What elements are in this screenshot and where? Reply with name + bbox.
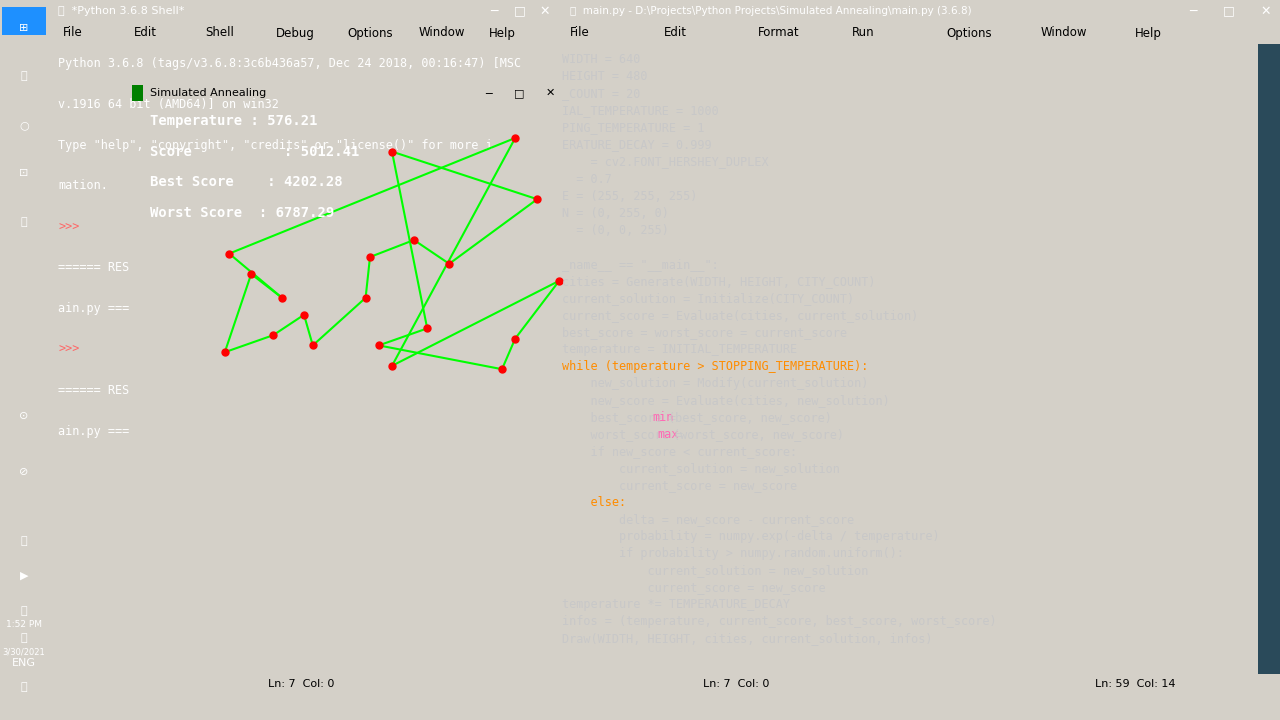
Text: IAL_TEMPERATURE = 1000: IAL_TEMPERATURE = 1000 bbox=[562, 104, 719, 117]
Text: while (temperature > STOPPING_TEMPERATURE):: while (temperature > STOPPING_TEMPERATUR… bbox=[562, 359, 869, 373]
Text: v.1916 64 bit (AMD64)] on win32: v.1916 64 bit (AMD64)] on win32 bbox=[58, 97, 279, 111]
Text: Help: Help bbox=[1135, 27, 1162, 40]
Text: = cv2.FONT_HERSHEY_DUPLEX: = cv2.FONT_HERSHEY_DUPLEX bbox=[562, 156, 769, 168]
Text: >>>: >>> bbox=[58, 220, 79, 233]
Text: Edit: Edit bbox=[664, 27, 687, 40]
Text: □: □ bbox=[513, 4, 525, 17]
Text: temperature = INITIAL_TEMPERATURE: temperature = INITIAL_TEMPERATURE bbox=[562, 343, 797, 356]
Text: min: min bbox=[653, 410, 673, 423]
Text: ⊡: ⊡ bbox=[19, 168, 28, 179]
Text: ⊙: ⊙ bbox=[19, 411, 28, 421]
Text: 3/30/2021: 3/30/2021 bbox=[3, 648, 45, 657]
Text: ⊞: ⊞ bbox=[19, 23, 28, 32]
Text: current_solution = Initialize(CITY_COUNT): current_solution = Initialize(CITY_COUNT… bbox=[562, 292, 854, 305]
Bar bbox=[132, 85, 143, 101]
Text: PING_TEMPERATURE = 1: PING_TEMPERATURE = 1 bbox=[562, 122, 705, 135]
Text: Run: Run bbox=[852, 27, 874, 40]
Text: = 0.7: = 0.7 bbox=[562, 173, 612, 186]
Text: if new_score < current_score:: if new_score < current_score: bbox=[562, 445, 797, 458]
Text: probability = numpy.exp(-delta / temperature): probability = numpy.exp(-delta / tempera… bbox=[562, 530, 940, 543]
Text: 🐍  main.py - D:\Projects\Python Projects\Simulated Annealing\main.py (3.6.8): 🐍 main.py - D:\Projects\Python Projects\… bbox=[570, 6, 972, 16]
Text: current_solution = new_solution: current_solution = new_solution bbox=[562, 462, 840, 474]
Text: ○: ○ bbox=[19, 120, 29, 130]
Text: (best_score, new_score): (best_score, new_score) bbox=[668, 410, 832, 423]
Text: cities = Generate(WIDTH, HEIGHT, CITY_COUNT): cities = Generate(WIDTH, HEIGHT, CITY_CO… bbox=[562, 274, 876, 287]
Text: ====== RES: ====== RES bbox=[58, 384, 129, 397]
Text: current_score = Evaluate(cities, current_solution): current_score = Evaluate(cities, current… bbox=[562, 309, 919, 322]
Text: ✕: ✕ bbox=[1261, 4, 1271, 17]
Text: (worst_score, new_score): (worst_score, new_score) bbox=[673, 428, 845, 441]
Text: Window: Window bbox=[1041, 27, 1087, 40]
Text: ─: ─ bbox=[485, 88, 493, 98]
Text: Python 3.6.8 (tags/v3.6.8:3c6b436a57, Dec 24 2018, 00:16:47) [MSC: Python 3.6.8 (tags/v3.6.8:3c6b436a57, De… bbox=[58, 57, 521, 70]
Text: delta = new_score - current_score: delta = new_score - current_score bbox=[562, 513, 854, 526]
Text: current_score = new_score: current_score = new_score bbox=[562, 581, 826, 594]
Text: new_solution = Modify(current_solution): new_solution = Modify(current_solution) bbox=[562, 377, 869, 390]
Text: 🔍: 🔍 bbox=[20, 71, 27, 81]
Text: Debug: Debug bbox=[276, 27, 315, 40]
Text: Help: Help bbox=[489, 27, 516, 40]
Text: if probability > numpy.random.uniform():: if probability > numpy.random.uniform(): bbox=[562, 546, 904, 559]
Text: ENG: ENG bbox=[12, 658, 36, 667]
Text: 🔊: 🔊 bbox=[20, 606, 27, 616]
Text: 🐍  *Python 3.6.8 Shell*: 🐍 *Python 3.6.8 Shell* bbox=[58, 6, 184, 16]
Text: >>>: >>> bbox=[58, 343, 79, 356]
Text: Draw(WIDTH, HEIGHT, cities, current_solution, infos): Draw(WIDTH, HEIGHT, cities, current_solu… bbox=[562, 631, 933, 645]
Text: Temperature : 576.21: Temperature : 576.21 bbox=[150, 114, 317, 128]
Text: best_score =: best_score = bbox=[562, 410, 684, 423]
Text: ERATURE_DECAY = 0.999: ERATURE_DECAY = 0.999 bbox=[562, 138, 712, 151]
Text: 🖥: 🖥 bbox=[20, 682, 27, 692]
Text: Worst Score  : 6787.29: Worst Score : 6787.29 bbox=[150, 206, 334, 220]
Text: □: □ bbox=[1224, 4, 1235, 17]
Text: else:: else: bbox=[562, 495, 626, 509]
Bar bbox=[3, 7, 46, 35]
Text: worst_score =: worst_score = bbox=[562, 428, 690, 441]
Text: E = (255, 255, 255): E = (255, 255, 255) bbox=[562, 189, 698, 202]
Bar bbox=[1258, 44, 1280, 674]
Text: Type "help", "copyright", "credits" or "license()" for more i: Type "help", "copyright", "credits" or "… bbox=[58, 138, 493, 151]
Text: 1:52 PM: 1:52 PM bbox=[6, 620, 42, 629]
Text: Ln: 7  Col: 0: Ln: 7 Col: 0 bbox=[703, 679, 769, 689]
Text: Format: Format bbox=[758, 27, 800, 40]
Text: Simulated Annealing: Simulated Annealing bbox=[150, 88, 266, 98]
Text: ▶: ▶ bbox=[19, 571, 28, 581]
Text: □: □ bbox=[515, 88, 525, 98]
Text: Shell: Shell bbox=[205, 27, 234, 40]
Text: Ln: 59  Col: 14: Ln: 59 Col: 14 bbox=[1094, 679, 1175, 689]
Text: Edit: Edit bbox=[134, 27, 157, 40]
Text: ====== RES: ====== RES bbox=[58, 261, 129, 274]
Text: _name__ == "__main__":: _name__ == "__main__": bbox=[562, 258, 719, 271]
Text: infos = (temperature, current_score, best_score, worst_score): infos = (temperature, current_score, bes… bbox=[562, 615, 997, 628]
Text: current_score = new_score: current_score = new_score bbox=[562, 479, 797, 492]
Text: File: File bbox=[63, 27, 83, 40]
Text: Options: Options bbox=[347, 27, 393, 40]
Text: WIDTH = 640: WIDTH = 640 bbox=[562, 53, 640, 66]
Text: _COUNT = 20: _COUNT = 20 bbox=[562, 87, 640, 101]
Text: max: max bbox=[658, 428, 678, 441]
Text: ✕: ✕ bbox=[540, 4, 550, 17]
Text: ✕: ✕ bbox=[545, 88, 556, 98]
Text: Options: Options bbox=[946, 27, 992, 40]
Text: Best Score    : 4202.28: Best Score : 4202.28 bbox=[150, 176, 343, 189]
Text: ain.py ===: ain.py === bbox=[58, 302, 129, 315]
Text: HEIGHT = 480: HEIGHT = 480 bbox=[562, 71, 648, 84]
Text: Score           : 5012.41: Score : 5012.41 bbox=[150, 145, 360, 159]
Text: ain.py ===: ain.py === bbox=[58, 425, 129, 438]
Text: 👤: 👤 bbox=[20, 536, 27, 546]
Text: Window: Window bbox=[419, 27, 465, 40]
Text: 📁: 📁 bbox=[20, 217, 27, 227]
Text: temperature *= TEMPERATURE_DECAY: temperature *= TEMPERATURE_DECAY bbox=[562, 598, 790, 611]
Text: best_score = worst_score = current_score: best_score = worst_score = current_score bbox=[562, 325, 847, 338]
Text: current_solution = new_solution: current_solution = new_solution bbox=[562, 564, 869, 577]
Text: ⊘: ⊘ bbox=[19, 467, 28, 477]
Text: = (0, 0, 255): = (0, 0, 255) bbox=[562, 223, 669, 237]
Text: Ln: 7  Col: 0: Ln: 7 Col: 0 bbox=[269, 679, 334, 689]
Text: mation.: mation. bbox=[58, 179, 108, 192]
Text: ─: ─ bbox=[1189, 4, 1197, 17]
Text: N = (0, 255, 0): N = (0, 255, 0) bbox=[562, 207, 669, 220]
Text: 📶: 📶 bbox=[20, 634, 27, 644]
Text: ─: ─ bbox=[490, 4, 498, 17]
Text: File: File bbox=[570, 27, 589, 40]
Text: new_score = Evaluate(cities, new_solution): new_score = Evaluate(cities, new_solutio… bbox=[562, 394, 890, 407]
